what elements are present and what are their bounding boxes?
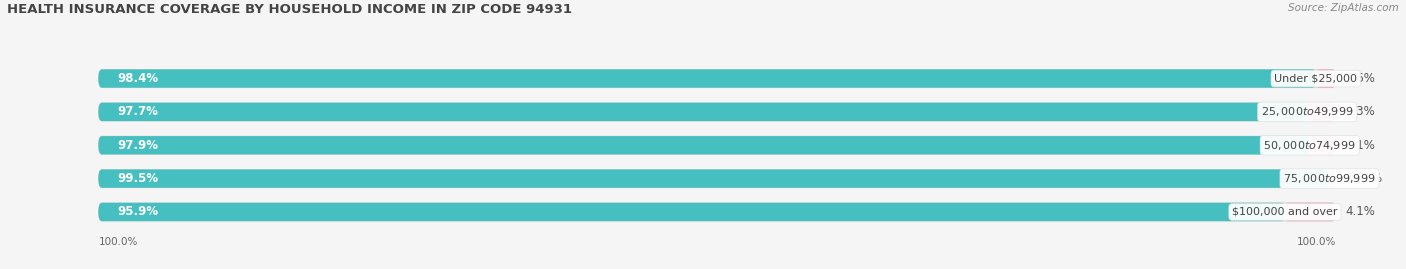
Text: $100,000 and over: $100,000 and over: [1232, 207, 1337, 217]
FancyBboxPatch shape: [1285, 203, 1336, 221]
FancyBboxPatch shape: [98, 136, 1336, 154]
Text: 100.0%: 100.0%: [98, 237, 138, 247]
FancyBboxPatch shape: [98, 103, 1308, 121]
Text: $50,000 to $74,999: $50,000 to $74,999: [1264, 139, 1355, 152]
Text: $25,000 to $49,999: $25,000 to $49,999: [1261, 105, 1354, 118]
FancyBboxPatch shape: [1330, 169, 1336, 188]
Text: 97.7%: 97.7%: [117, 105, 157, 118]
FancyBboxPatch shape: [1308, 103, 1336, 121]
Text: 99.5%: 99.5%: [117, 172, 157, 185]
Text: 4.1%: 4.1%: [1346, 206, 1375, 218]
FancyBboxPatch shape: [98, 69, 1336, 88]
Text: 95.9%: 95.9%: [117, 206, 157, 218]
Text: Under $25,000: Under $25,000: [1274, 73, 1357, 84]
FancyBboxPatch shape: [1310, 136, 1336, 154]
Text: 2.3%: 2.3%: [1346, 105, 1375, 118]
FancyBboxPatch shape: [98, 169, 1330, 188]
Text: 0.51%: 0.51%: [1346, 172, 1384, 185]
FancyBboxPatch shape: [98, 69, 1316, 88]
Text: 2.1%: 2.1%: [1346, 139, 1375, 152]
Text: Source: ZipAtlas.com: Source: ZipAtlas.com: [1288, 3, 1399, 13]
Text: HEALTH INSURANCE COVERAGE BY HOUSEHOLD INCOME IN ZIP CODE 94931: HEALTH INSURANCE COVERAGE BY HOUSEHOLD I…: [7, 3, 572, 16]
FancyBboxPatch shape: [98, 103, 1336, 121]
Text: $75,000 to $99,999: $75,000 to $99,999: [1284, 172, 1375, 185]
FancyBboxPatch shape: [1316, 69, 1336, 88]
FancyBboxPatch shape: [98, 203, 1336, 221]
FancyBboxPatch shape: [98, 136, 1310, 154]
Text: 98.4%: 98.4%: [117, 72, 157, 85]
FancyBboxPatch shape: [98, 169, 1336, 188]
Text: 100.0%: 100.0%: [1296, 237, 1336, 247]
Text: 97.9%: 97.9%: [117, 139, 157, 152]
FancyBboxPatch shape: [98, 203, 1285, 221]
Text: 1.6%: 1.6%: [1346, 72, 1375, 85]
